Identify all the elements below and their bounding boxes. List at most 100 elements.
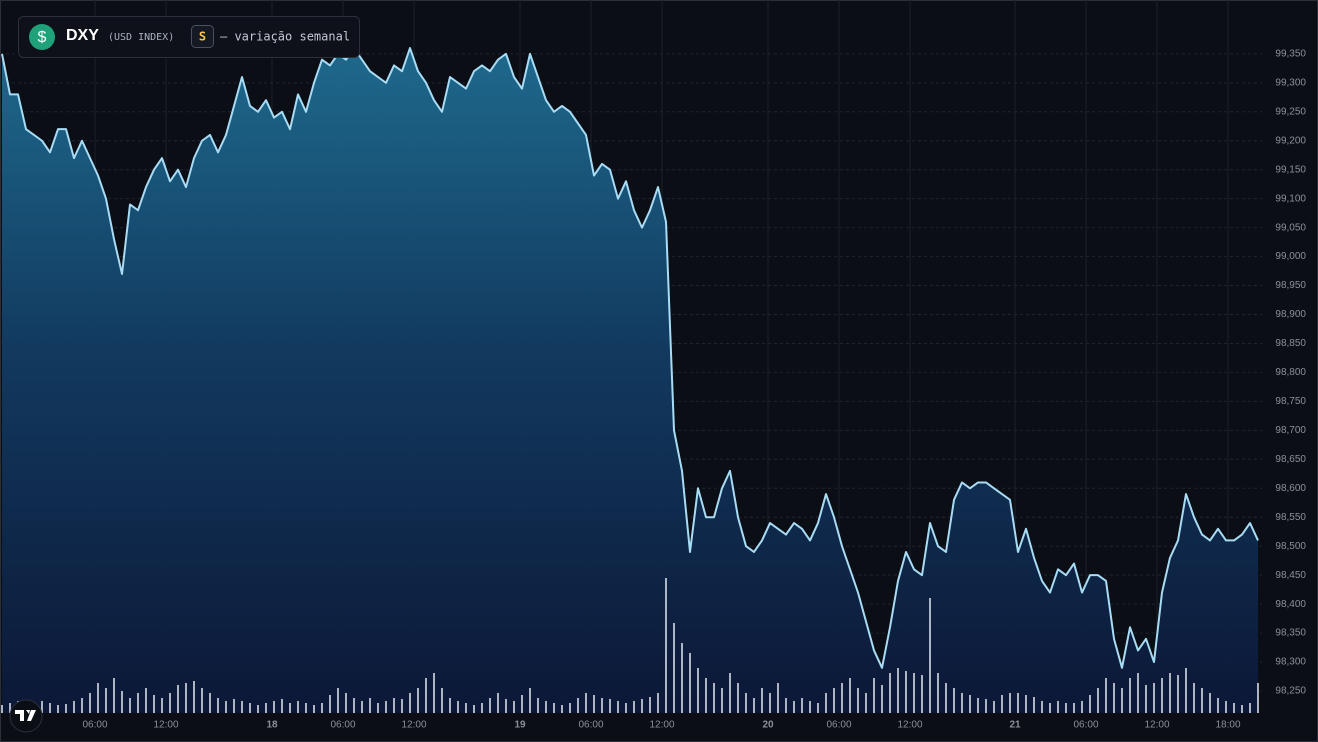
volume-bar [161,698,163,713]
volume-bar [457,701,459,713]
volume-bar [561,705,563,713]
price-line [1,47,1259,669]
volume-bar [865,693,867,713]
volume-bar [945,683,947,713]
volume-bar [873,678,875,713]
volume-bar [953,688,955,713]
volume-bar [177,685,179,713]
volume-bar [201,688,203,713]
volume-bar [481,703,483,713]
volume-bar [745,693,747,713]
y-tick-label: 98,600 [1275,483,1306,494]
volume-bar [417,688,419,713]
volume-bar [57,705,59,713]
volume-bar [401,699,403,713]
x-tick-label: 12:00 [401,720,426,731]
volume-bar [625,703,627,713]
volume-bar [329,695,331,713]
y-tick-label: 99,300 [1275,77,1306,88]
volume-bar [833,688,835,713]
y-tick-label: 99,150 [1275,164,1306,175]
x-tick-label: 06:00 [330,720,355,731]
logo [9,699,43,733]
volume-bar [185,683,187,713]
volume-bar [289,703,291,713]
volume-bar [1177,675,1179,713]
volume-bar [465,703,467,713]
x-tick-label: 12:00 [897,720,922,731]
volume-bar [1097,688,1099,713]
volume-bar [929,598,931,713]
volume-bar [1249,703,1251,713]
volume-bar [1057,701,1059,713]
volume-bar [545,701,547,713]
volume-bar [353,698,355,713]
volume-bar [1161,678,1163,713]
volume-bar [1121,688,1123,713]
volume-bar [849,678,851,713]
volume-bar [841,683,843,713]
volume-bar [649,697,651,713]
volume-bar [777,683,779,713]
volume-bar [281,699,283,713]
volume-bar [609,699,611,713]
volume-bar [1193,683,1195,713]
volume-bar [1113,683,1115,713]
y-tick-label: 98,550 [1275,512,1306,523]
volume-bar [977,698,979,713]
volume-bar [913,673,915,713]
x-tick-label: 18:00 [1215,720,1240,731]
y-tick-label: 98,300 [1275,657,1306,668]
volume-bar [105,688,107,713]
volume-bar [809,701,811,713]
x-tick-label: 19 [514,720,526,731]
x-tick-label: 06:00 [826,720,851,731]
annotation: — variação semanal [220,30,350,44]
y-tick-label: 99,050 [1275,222,1306,233]
volume-bar [1225,701,1227,713]
volume-bar [137,693,139,713]
y-tick-label: 98,750 [1275,396,1306,407]
volume-bar [1033,697,1035,713]
volume-bar [497,693,499,713]
volume-bar [1153,683,1155,713]
volume-bar [721,688,723,713]
volume-bar [1145,685,1147,713]
volume-bar [145,688,147,713]
volume-bar [673,623,675,713]
volume-bar [241,701,243,713]
volume-bar [1073,703,1075,713]
volume-bar [49,703,51,713]
volume-bar [593,695,595,713]
x-tick-label: 12:00 [1144,720,1169,731]
y-tick-label: 98,500 [1275,541,1306,552]
volume-bar [97,683,99,713]
volume-bar [81,698,83,713]
volume-bar [921,675,923,713]
volume-bar [1,705,3,713]
y-tick-label: 98,650 [1275,454,1306,465]
y-tick-label: 98,350 [1275,628,1306,639]
volume-bar [257,705,259,713]
volume-bar [857,688,859,713]
volume-bar [1201,688,1203,713]
area-fill [2,48,1258,713]
volume-bar [969,695,971,713]
volume-bar [297,701,299,713]
y-tick-label: 99,350 [1275,49,1306,60]
y-tick-label: 99,250 [1275,106,1306,117]
volume-bar [1185,668,1187,713]
legend: $ DXY (USD INDEX) S — variação semanal [18,16,360,58]
volume-bar [1065,703,1067,713]
volume-bar [1001,695,1003,713]
volume-bar [553,703,555,713]
volume-bar [881,685,883,713]
badge-box [191,25,214,48]
volume-bar [377,703,379,713]
volume-bar [489,698,491,713]
y-tick-label: 98,250 [1275,686,1306,697]
volume-bar [1025,695,1027,713]
volume-bar [1009,693,1011,713]
volume-bar [1257,683,1259,713]
